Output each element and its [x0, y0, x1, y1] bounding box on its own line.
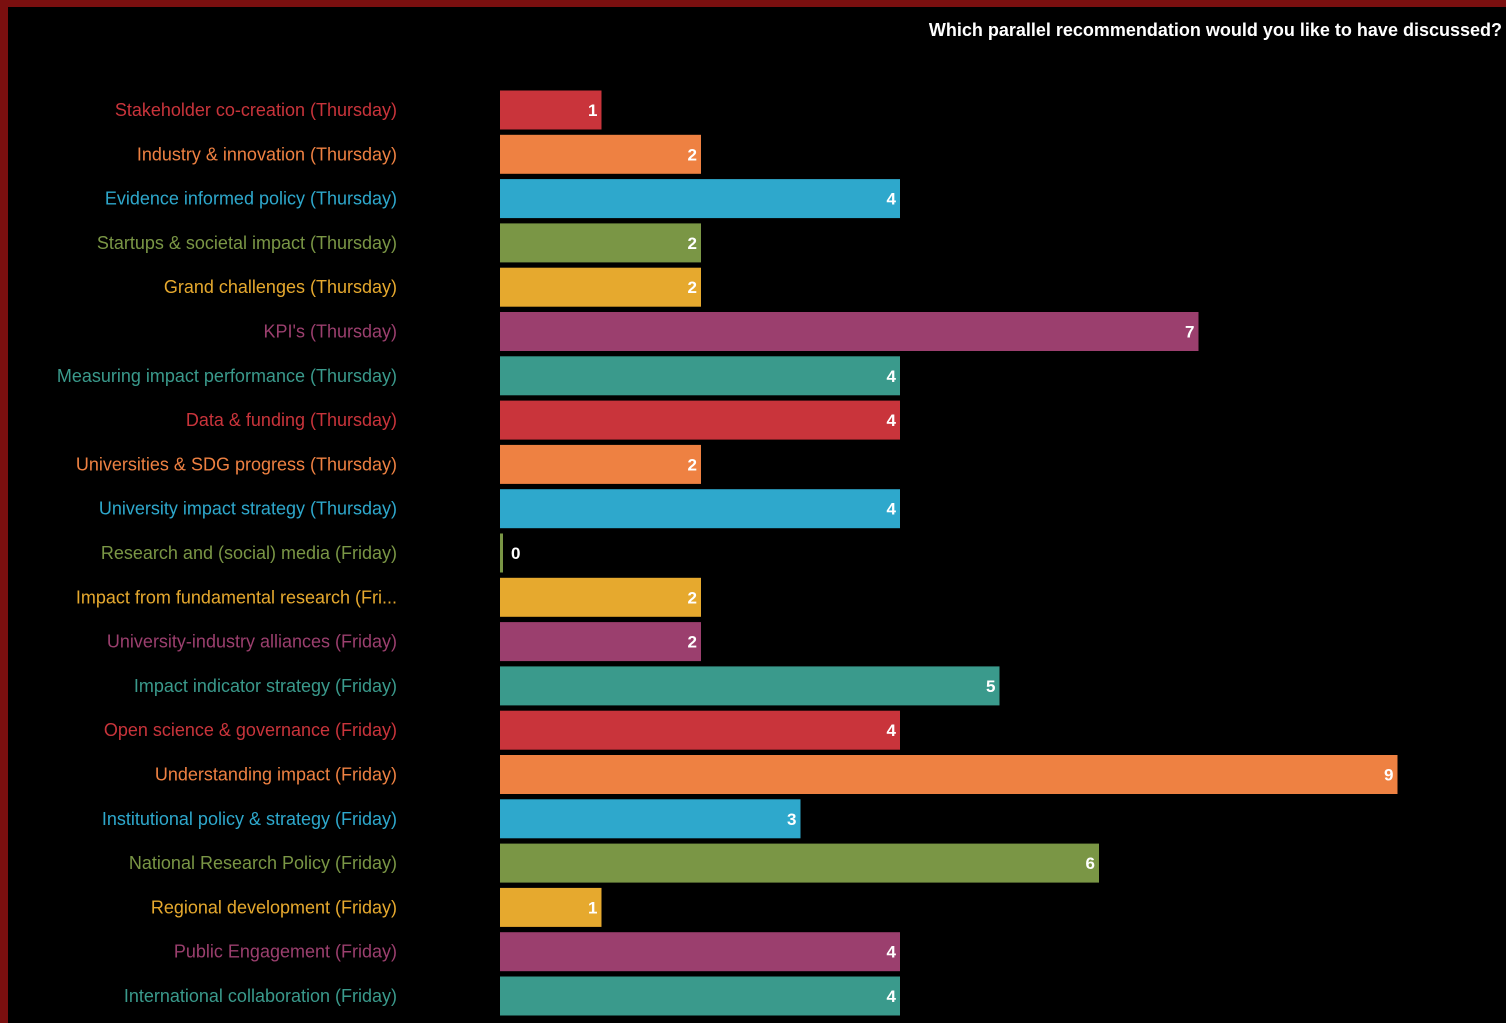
left-border	[0, 7, 8, 1023]
category-label: Grand challenges (Thursday)	[164, 277, 397, 297]
bar[interactable]	[500, 223, 701, 263]
bar-value-label: 2	[688, 455, 697, 474]
chart-title: Which parallel recommendation would you …	[928, 20, 1502, 40]
bar-value-label: 4	[887, 943, 897, 962]
bar-value-label: 1	[588, 898, 597, 917]
bar[interactable]	[500, 799, 801, 839]
category-label: KPI's (Thursday)	[264, 322, 397, 342]
bar-value-label: 6	[1086, 854, 1095, 873]
bar-value-label: 0	[511, 544, 520, 563]
bar[interactable]	[500, 179, 900, 219]
bar[interactable]	[500, 710, 900, 750]
bar-value-label: 9	[1384, 766, 1393, 785]
category-label: National Research Policy (Friday)	[129, 853, 397, 873]
bar[interactable]	[500, 843, 1099, 883]
bar[interactable]	[500, 356, 900, 396]
category-label: Industry & innovation (Thursday)	[137, 144, 397, 164]
bar-value-label: 3	[787, 810, 796, 829]
category-label: Startups & societal impact (Thursday)	[97, 233, 397, 253]
bar[interactable]	[500, 577, 701, 617]
bar-value-label: 1	[588, 101, 597, 120]
category-label: Understanding impact (Friday)	[155, 765, 397, 785]
bar[interactable]	[500, 400, 900, 440]
bar-value-label: 2	[688, 234, 697, 253]
bar[interactable]	[500, 622, 701, 662]
bar-value-label: 2	[688, 145, 697, 164]
category-label: Universities & SDG progress (Thursday)	[76, 454, 397, 474]
bar[interactable]	[500, 976, 900, 1016]
bar-value-label: 4	[887, 721, 897, 740]
bar[interactable]	[500, 932, 900, 972]
bar-value-label: 2	[688, 278, 697, 297]
bar-value-label: 7	[1185, 323, 1194, 342]
bar[interactable]	[500, 134, 701, 174]
bar[interactable]	[500, 666, 1000, 706]
category-label: Measuring impact performance (Thursday)	[57, 366, 397, 386]
bar-value-label: 4	[887, 500, 897, 519]
category-label: International collaboration (Friday)	[124, 986, 397, 1006]
bar-value-label: 5	[986, 677, 995, 696]
bar[interactable]	[500, 533, 503, 573]
category-label: University-industry alliances (Friday)	[107, 632, 397, 652]
bar[interactable]	[500, 489, 900, 529]
category-label: Institutional policy & strategy (Friday)	[102, 809, 397, 829]
top-border	[0, 0, 1506, 7]
category-label: Public Engagement (Friday)	[174, 942, 397, 962]
category-label: Research and (social) media (Friday)	[101, 543, 397, 563]
bar-value-label: 4	[887, 411, 897, 430]
category-label: Data & funding (Thursday)	[186, 410, 397, 430]
bar-value-label: 4	[887, 367, 897, 386]
category-label: Impact indicator strategy (Friday)	[134, 676, 397, 696]
bar-value-label: 4	[887, 987, 897, 1006]
bar-value-label: 4	[887, 190, 897, 209]
bar[interactable]	[500, 755, 1398, 794]
category-label: Impact from fundamental research (Fri...	[76, 587, 397, 607]
bar-value-label: 2	[688, 633, 697, 652]
bar[interactable]	[500, 90, 602, 130]
bar[interactable]	[500, 312, 1199, 351]
bar[interactable]	[500, 444, 701, 484]
category-label: Stakeholder co-creation (Thursday)	[115, 100, 397, 120]
category-label: University impact strategy (Thursday)	[99, 499, 397, 519]
category-label: Regional development (Friday)	[151, 897, 397, 917]
bar[interactable]	[500, 887, 602, 927]
bar[interactable]	[500, 267, 701, 307]
bar-value-label: 2	[688, 588, 697, 607]
category-label: Open science & governance (Friday)	[104, 720, 397, 740]
category-label: Evidence informed policy (Thursday)	[105, 189, 397, 209]
